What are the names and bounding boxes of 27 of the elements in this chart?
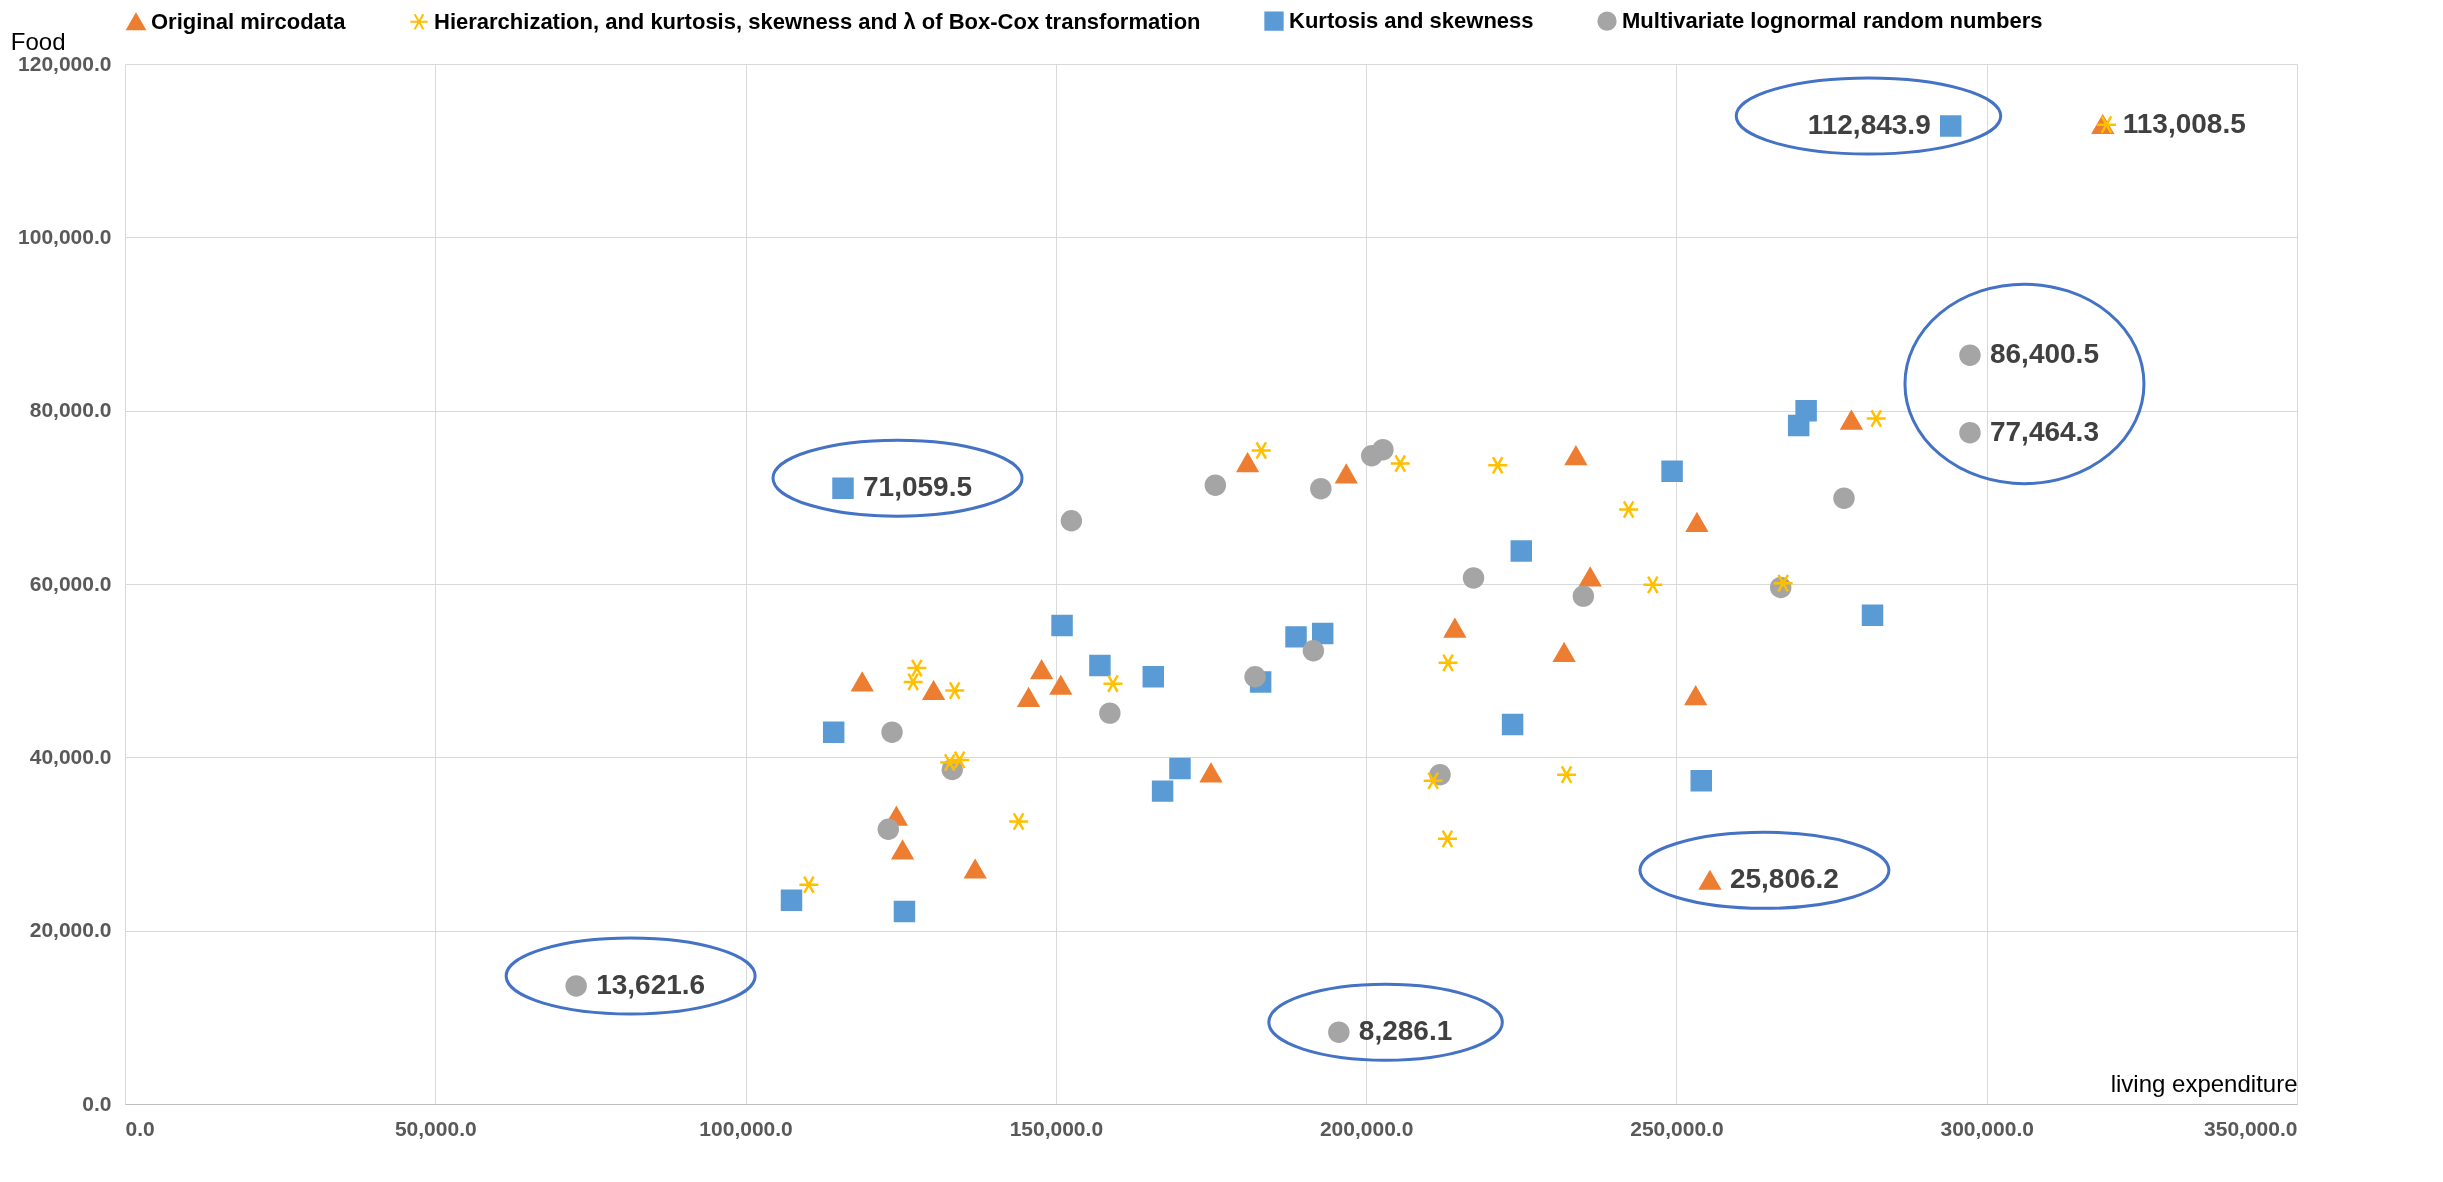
legend-label: Hierarchization, and kurtosis, skewness and λ of Box-Cox transformation bbox=[434, 8, 1201, 34]
y-tick-label: 60,000.0 bbox=[29, 571, 112, 595]
x-tick-label: 250,000.0 bbox=[1630, 1116, 1724, 1140]
data-label: 113,008.5 bbox=[2122, 107, 2246, 139]
data-label: 13,621.6 bbox=[596, 968, 706, 1000]
legend-label: Original mircodata bbox=[151, 8, 347, 34]
legend-label: Kurtosis and skewness bbox=[1289, 8, 1534, 34]
y-tick-label: 0.0 bbox=[82, 1091, 112, 1115]
data-label: 8,286.1 bbox=[1358, 1015, 1453, 1047]
data-label: 25,806.2 bbox=[1729, 863, 1839, 895]
data-label: 77,464.3 bbox=[1989, 415, 2099, 447]
x-tick-label: 350,000.0 bbox=[2204, 1116, 2298, 1140]
y-tick-label: 100,000.0 bbox=[18, 224, 112, 248]
y-tick-label: 40,000.0 bbox=[29, 744, 112, 768]
y-tick-label: 20,000.0 bbox=[29, 918, 112, 942]
x-tick-label: 150,000.0 bbox=[1009, 1116, 1104, 1140]
legend-label: Multivariate lognormal random numbers bbox=[1622, 8, 2043, 34]
data-label: 112,843.9 bbox=[1807, 109, 1931, 141]
x-tick-label: 0.0 bbox=[125, 1116, 155, 1140]
data-label: 86,400.5 bbox=[1989, 338, 2099, 370]
x-tick-label: 200,000.0 bbox=[1319, 1116, 1414, 1140]
x-tick-label: 300,000.0 bbox=[1940, 1116, 2034, 1140]
x-tick-label: 100,000.0 bbox=[699, 1116, 793, 1140]
data-label: 71,059.5 bbox=[863, 471, 972, 503]
x-axis-title: living expenditure bbox=[2110, 1069, 2298, 1097]
x-tick-label: 50,000.0 bbox=[394, 1116, 477, 1140]
y-tick-label: 80,000.0 bbox=[29, 398, 112, 422]
